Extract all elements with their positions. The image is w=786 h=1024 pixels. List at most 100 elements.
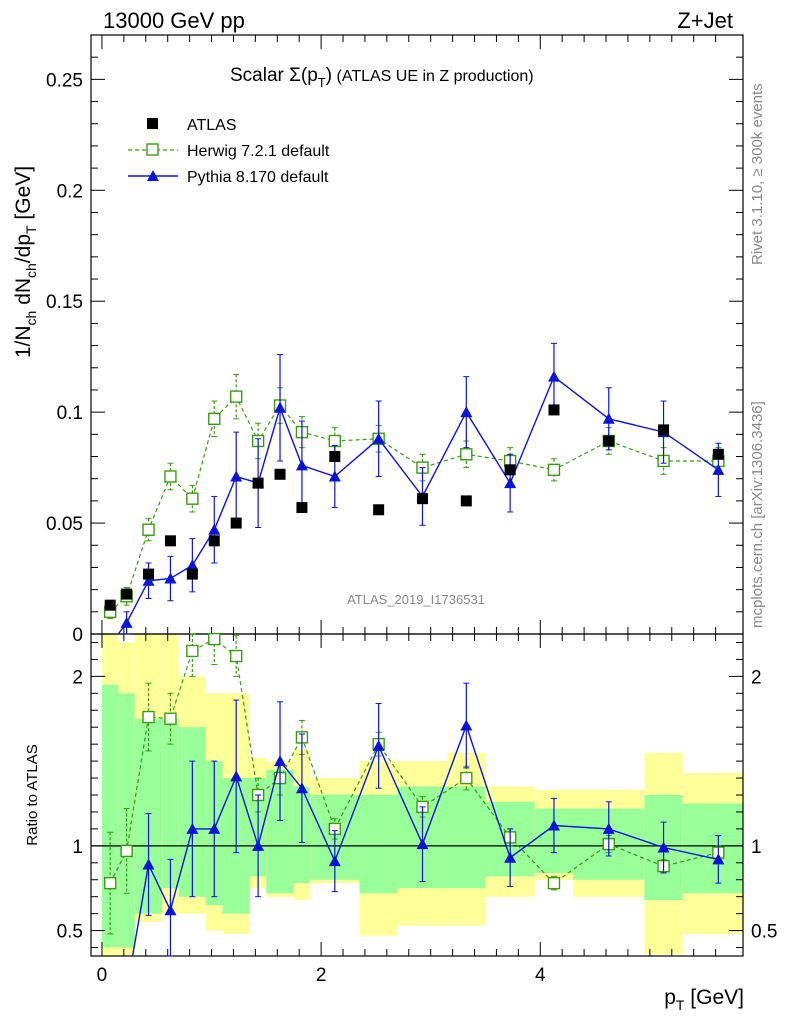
energy-label: 13000 GeV pp (103, 8, 245, 33)
ratio-y-tick-label-right: 2 (751, 667, 762, 688)
main-atlas-point (104, 599, 116, 611)
x-tick-label: 4 (535, 965, 546, 986)
main-y-tick-label: 0.1 (57, 403, 83, 424)
main-pythia-point (142, 574, 155, 586)
ratio-pythia-point (186, 822, 199, 834)
ratio-pythia-point (230, 770, 243, 782)
main-atlas-point (460, 495, 472, 507)
main-atlas-point (329, 451, 341, 463)
main-pythia-point (230, 470, 243, 482)
ratio-herwig-point (142, 710, 155, 724)
legend-pythia-label: Pythia 8.170 default (187, 169, 329, 186)
legend-herwig-marker (146, 143, 159, 156)
main-pythia-point (120, 616, 133, 628)
legend-atlas-label: ATLAS (187, 117, 237, 134)
main-herwig-point (460, 448, 473, 461)
main-pythia-point (460, 406, 473, 418)
main-atlas-point (164, 535, 176, 547)
series-group (103, 342, 725, 957)
main-herwig-point (547, 463, 561, 477)
main-pythia-point (712, 463, 725, 475)
main-atlas-point (373, 504, 385, 516)
ratio-pythia-point (295, 782, 308, 794)
ratio-y-tick-label: 2 (72, 667, 83, 688)
band-inner-bin (359, 795, 398, 894)
main-atlas-point (143, 568, 155, 580)
ratio-pythia-point (252, 839, 265, 851)
analysis-watermark: ATLAS_2019_I1736531 (347, 592, 485, 607)
main-herwig-line (109, 395, 719, 613)
main-pythia-point (372, 432, 385, 444)
band-inner-bin (447, 786, 486, 889)
main-y-tick-label: 0.25 (46, 70, 83, 91)
main-atlas-point (658, 424, 670, 436)
main-atlas-point (548, 404, 560, 416)
main-pythia-point (186, 559, 199, 571)
main-pythia-point (547, 370, 560, 382)
ratio-pythia-point (547, 819, 560, 831)
main-herwig-point (229, 390, 243, 403)
ratio-pythia-point (602, 822, 615, 834)
main-atlas-point (416, 493, 428, 505)
ratio-herwig-point (229, 649, 243, 663)
ratio-pythia-point (460, 719, 473, 731)
ratio-y-tick-label: 1 (72, 837, 83, 858)
main-atlas-point (208, 535, 220, 547)
ratio-y-tick-label: 0.5 (57, 922, 83, 943)
main-y-tick-label: 0.15 (46, 292, 83, 313)
ratio-pythia-line (131, 723, 719, 957)
ratio-pythia-point (372, 739, 385, 751)
main-herwig-point (208, 412, 221, 426)
ratio-pythia-point (416, 838, 429, 850)
legend: ATLAS Herwig 7.2.1 default Pythia 8.170 … (128, 117, 330, 186)
ratio-pythia-point (142, 858, 155, 870)
main-pythia-point (328, 470, 341, 482)
legend-atlas-marker (147, 118, 158, 129)
main-pythia-point (208, 523, 221, 535)
ratio-pythia-point (712, 853, 725, 865)
x-tick-label: 0 (97, 965, 108, 986)
main-pythia-point (504, 477, 517, 489)
main-pythia-point (602, 412, 615, 424)
main-herwig-point (328, 434, 342, 448)
legend-herwig-label: Herwig 7.2.1 default (187, 143, 330, 160)
mcplots-label: mcplots.cern.ch [arXiv:1306.3436] (749, 401, 766, 628)
ratio-herwig-point (547, 876, 561, 890)
process-label: Z+Jet (677, 8, 733, 33)
main-y-tick-label: 0.2 (57, 181, 83, 202)
main-pythia-point (274, 401, 287, 413)
main-atlas-point (274, 468, 286, 480)
ratio-pythia-point (164, 904, 177, 916)
axes-group: 0 0.05 0.1 0.15 0.2 0.25 0.5 0.5 1 1 2 2 0 2 4 (46, 35, 777, 986)
main-atlas-point (712, 448, 724, 460)
ratio-pythia-point (657, 841, 670, 853)
main-y-axis-title: 1/Nch dNch/dpT [GeV] (12, 166, 39, 358)
ratio-herwig-point (208, 632, 221, 646)
ratio-pythia-point (504, 851, 517, 863)
main-y-tick-label: 0 (72, 625, 83, 646)
ratio-herwig-point (103, 876, 117, 890)
main-atlas-point (252, 477, 264, 489)
legend-pythia-marker (147, 170, 159, 181)
main-atlas-point (121, 588, 133, 600)
main-atlas-point (296, 502, 308, 514)
x-tick-label: 2 (316, 965, 327, 986)
main-pythia-point (295, 459, 308, 471)
main-herwig-point (186, 492, 199, 505)
ratio-y-axis-title: Ratio to ATLAS (24, 744, 41, 845)
main-atlas-point (230, 517, 242, 529)
rivet-label: Rivet 3.1.10, ≥ 300k events (749, 83, 766, 265)
main-herwig-point (164, 470, 177, 483)
main-pythia-point (164, 572, 177, 584)
x-axis-title: pT [GeV] (664, 986, 744, 1013)
ratio-herwig-point (164, 712, 177, 725)
ratio-y-tick-label-right: 0.5 (751, 922, 777, 943)
main-herwig-point (142, 523, 155, 536)
ratio-pythia-point (274, 755, 287, 767)
ratio-pythia-point (328, 855, 341, 867)
main-atlas-point (603, 435, 615, 447)
main-y-tick-label: 0.05 (46, 514, 83, 535)
main-atlas-point (186, 568, 198, 580)
ratio-herwig-point (460, 771, 473, 785)
